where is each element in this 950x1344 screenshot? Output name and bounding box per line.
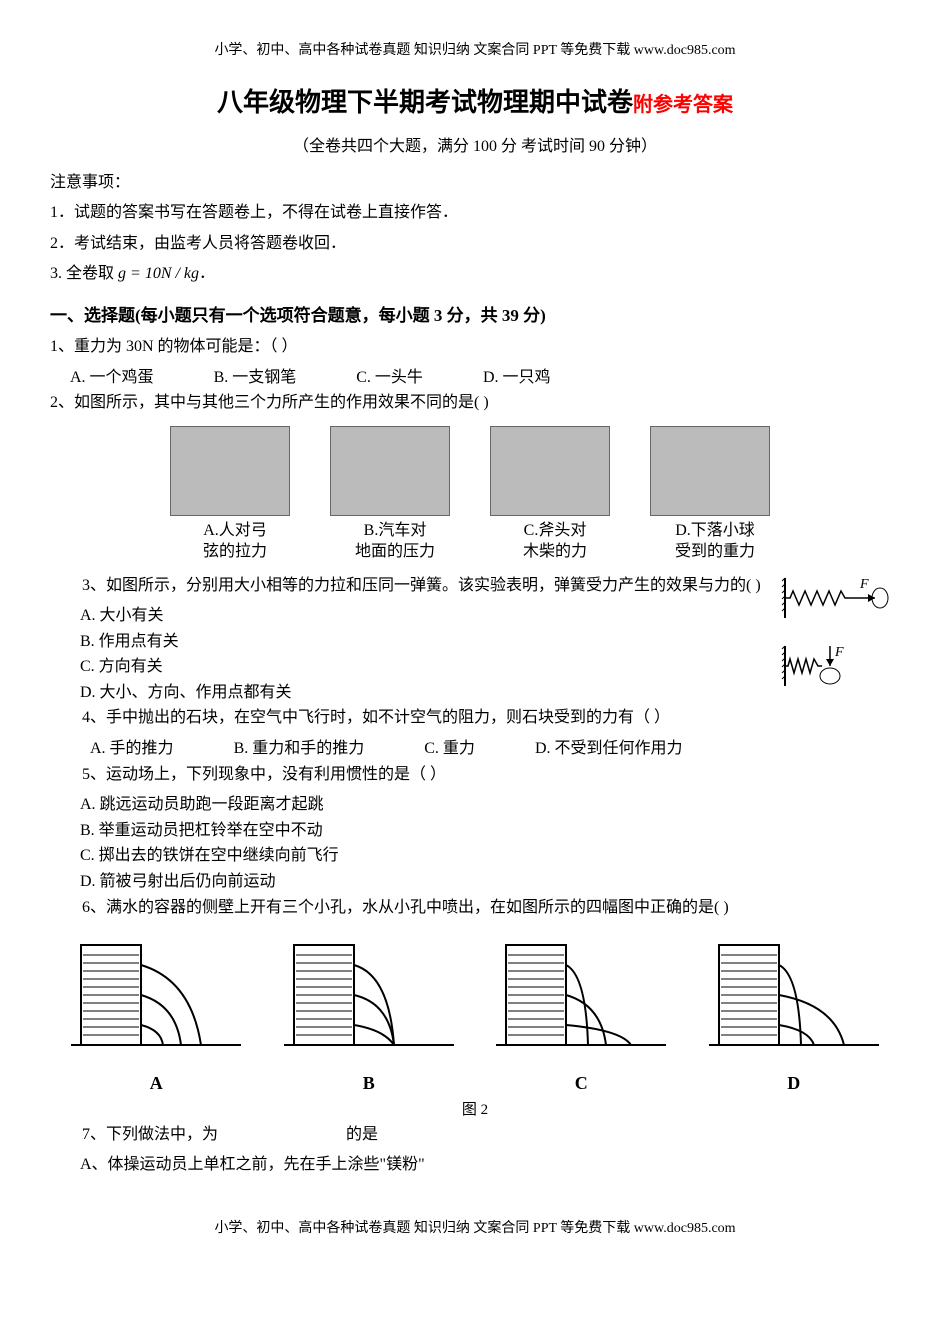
q4-opt-d: D. 不受到任何作用力 (535, 736, 683, 762)
question-3-container: F F 3、如图所示，分别用大小相等的力拉和压同一弹簧。该实验表明，弹簧受力产生… (50, 573, 900, 706)
q2-img-b-placeholder (330, 426, 450, 516)
q1-opt-d: D. 一只鸡 (483, 365, 551, 391)
q6-label-c: C (491, 1069, 671, 1098)
q6-figure-row: A B C (50, 935, 900, 1097)
q6-fig-d: D (704, 935, 884, 1097)
q2-fig-a: A.人对弓 弦的拉力 (170, 426, 300, 563)
notes-heading: 注意事项： (50, 170, 900, 196)
q4-opt-c: C. 重力 (424, 736, 475, 762)
exam-title: 八年级物理下半期考试物理期中试卷附参考答案 (50, 82, 900, 124)
q2-cap-b2: 地面的压力 (330, 542, 460, 563)
q2-figure-row: A.人对弓 弦的拉力 B.汽车对 地面的压力 C.斧头对 木柴的力 D.下落小球… (50, 426, 900, 563)
q3-opt-c: C. 方向有关 (80, 654, 770, 680)
q3-opt-a: A. 大小有关 (80, 603, 770, 629)
spring-pull-icon: F (780, 573, 890, 628)
q2-cap-b1: B.汽车对 (330, 521, 460, 542)
q2-img-d-placeholder (650, 426, 770, 516)
water-container-d-icon (709, 935, 879, 1055)
q2-cap-d1: D.下落小球 (650, 521, 780, 542)
q2-fig-c: C.斧头对 木柴的力 (490, 426, 620, 563)
q2-cap-c2: 木柴的力 (490, 542, 620, 563)
q5-opt-a: A. 跳远运动员助跑一段距离才起跳 (80, 792, 900, 818)
question-4: 4、手中抛出的石块，在空气中飞行时，如不计空气的阻力，则石块受到的力有（ ） (50, 705, 900, 731)
q7-opt-a: A、体操运动员上单杠之前，先在手上涂些"镁粉" (80, 1152, 900, 1178)
exam-subtitle: （全卷共四个大题，满分 100 分 考试时间 90 分钟） (50, 134, 900, 160)
q6-fig-a: A (66, 935, 246, 1097)
question-5: 5、运动场上，下列现象中，没有利用惯性的是（ ） (50, 762, 900, 788)
q5-opt-b: B. 举重运动员把杠铃举在空中不动 (80, 818, 900, 844)
q3-spring-figure: F F (780, 573, 900, 710)
q3-opt-b: B. 作用点有关 (80, 629, 770, 655)
note-1: 1．试题的答案书写在答题卷上，不得在试卷上直接作答． (50, 200, 900, 226)
q4-opt-b: B. 重力和手的推力 (234, 736, 365, 762)
q6-label-d: D (704, 1069, 884, 1098)
q4-opt-a: A. 手的推力 (90, 736, 174, 762)
water-container-c-icon (496, 935, 666, 1055)
q1-opt-a: A. 一个鸡蛋 (70, 365, 154, 391)
q6-fig-b: B (279, 935, 459, 1097)
q2-cap-c1: C.斧头对 (490, 521, 620, 542)
q2-fig-d: D.下落小球 受到的重力 (650, 426, 780, 563)
page-footer: 小学、初中、高中各种试卷真题 知识归纳 文案合同 PPT 等免费下载 www.d… (50, 1218, 900, 1240)
q2-fig-b: B.汽车对 地面的压力 (330, 426, 460, 563)
q6-label-a: A (66, 1069, 246, 1098)
force-label-f: F (859, 577, 869, 592)
title-suffix: 附参考答案 (633, 94, 733, 116)
q1-opt-b: B. 一支钢笔 (214, 365, 297, 391)
q6-label-b: B (279, 1069, 459, 1098)
question-7: 7、下列做法中，为 的是 (50, 1122, 900, 1148)
q7-stem-2: 的是 (346, 1126, 378, 1143)
water-container-b-icon (284, 935, 454, 1055)
q4-options: A. 手的推力 B. 重力和手的推力 C. 重力 D. 不受到任何作用力 (90, 736, 900, 762)
q1-options: A. 一个鸡蛋 B. 一支钢笔 C. 一头牛 D. 一只鸡 (70, 365, 900, 391)
question-1: 1、重力为 30N 的物体可能是：（ ） (50, 334, 900, 360)
q2-img-c-placeholder (490, 426, 610, 516)
section-1-heading: 一、选择题(每小题只有一个选项符合题意，每小题 3 分，共 39 分) (50, 302, 900, 329)
water-container-a-icon (71, 935, 241, 1055)
page-header: 小学、初中、高中各种试卷真题 知识归纳 文案合同 PPT 等免费下载 www.d… (50, 40, 900, 62)
q2-cap-d2: 受到的重力 (650, 542, 780, 563)
question-3: 3、如图所示，分别用大小相等的力拉和压同一弹簧。该实验表明，弹簧受力产生的效果与… (50, 573, 770, 599)
note-3-suffix: ． (199, 265, 215, 282)
q5-opt-d: D. 箭被弓射出后仍向前运动 (80, 869, 900, 895)
q2-img-a-placeholder (170, 426, 290, 516)
q7-stem-1: 7、下列做法中，为 (82, 1126, 218, 1143)
title-main: 八年级物理下半期考试物理期中试卷 (217, 88, 633, 117)
q6-caption: 图 2 (50, 1098, 900, 1122)
note-2: 2．考试结束，由监考人员将答题卷收回． (50, 231, 900, 257)
q6-fig-c: C (491, 935, 671, 1097)
q3-opt-d: D. 大小、方向、作用点都有关 (80, 680, 770, 706)
q5-opt-c: C. 掷出去的铁饼在空中继续向前飞行 (80, 843, 900, 869)
note-3-prefix: 3. 全卷取 (50, 265, 114, 282)
question-2: 2、如图所示，其中与其他三个力所产生的作用效果不同的是( ) (50, 390, 900, 416)
force-label-f2: F (834, 645, 844, 660)
spring-push-icon: F (780, 641, 890, 696)
note-3: 3. 全卷取 g = 10N / kg． (50, 261, 900, 287)
formula-g: g = 10N / kg (118, 265, 199, 282)
q2-cap-a2: 弦的拉力 (170, 542, 300, 563)
q2-cap-a1: A.人对弓 (170, 521, 300, 542)
q1-opt-c: C. 一头牛 (356, 365, 423, 391)
question-6: 6、满水的容器的侧壁上开有三个小孔，水从小孔中喷出，在如图所示的四幅图中正确的是… (50, 895, 900, 921)
